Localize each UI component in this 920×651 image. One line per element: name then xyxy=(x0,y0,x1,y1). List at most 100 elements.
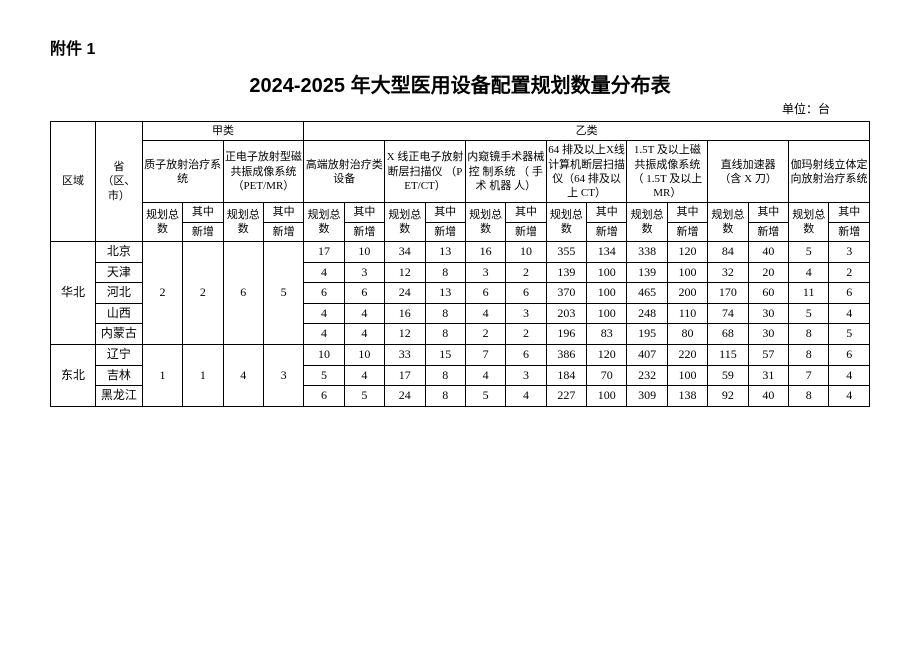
value-cell: 196 xyxy=(546,324,586,345)
value-cell: 5 xyxy=(829,324,870,345)
value-cell: 4 xyxy=(829,365,870,386)
annex-label: 附件 1 xyxy=(50,35,870,59)
value-cell: 6 xyxy=(304,386,344,407)
value-cell: 7 xyxy=(465,345,505,366)
value-cell: 100 xyxy=(667,365,707,386)
value-cell: 6 xyxy=(506,345,546,366)
value-cell: 4 xyxy=(506,386,546,407)
value-cell: 2 xyxy=(506,262,546,283)
province-cell: 吉林 xyxy=(95,365,142,386)
hdr-plan: 规划总数 xyxy=(708,203,748,242)
hdr-ofwhich: 其中 xyxy=(344,203,384,222)
hdr-ofwhich: 其中 xyxy=(748,203,788,222)
value-cell: 16 xyxy=(385,303,425,324)
value-cell: 4 xyxy=(829,386,870,407)
hdr-plan: 规划总数 xyxy=(385,203,425,242)
value-cell: 83 xyxy=(587,324,627,345)
value-cell: 5 xyxy=(789,242,829,263)
value-cell: 8 xyxy=(425,365,465,386)
hdr-ofwhich: 其中 xyxy=(667,203,707,222)
value-cell: 4 xyxy=(304,324,344,345)
value-cell: 370 xyxy=(546,283,586,304)
value-cell: 40 xyxy=(748,242,788,263)
value-cell: 3 xyxy=(263,345,303,407)
value-cell: 4 xyxy=(344,324,384,345)
value-cell: 2 xyxy=(142,242,182,345)
value-cell: 338 xyxy=(627,242,667,263)
value-cell: 110 xyxy=(667,303,707,324)
value-cell: 184 xyxy=(546,365,586,386)
value-cell: 92 xyxy=(708,386,748,407)
value-cell: 12 xyxy=(385,262,425,283)
value-cell: 60 xyxy=(748,283,788,304)
table-row: 东北辽宁114310103315763861204072201155786 xyxy=(51,345,870,366)
value-cell: 100 xyxy=(587,386,627,407)
province-cell: 山西 xyxy=(95,303,142,324)
value-cell: 6 xyxy=(223,242,263,345)
value-cell: 4 xyxy=(304,303,344,324)
value-cell: 3 xyxy=(506,303,546,324)
value-cell: 5 xyxy=(304,365,344,386)
hdr-plan: 规划总数 xyxy=(627,203,667,242)
value-cell: 30 xyxy=(748,303,788,324)
region-cell: 东北 xyxy=(51,345,96,407)
value-cell: 16 xyxy=(465,242,505,263)
value-cell: 32 xyxy=(708,262,748,283)
value-cell: 15 xyxy=(425,345,465,366)
hdr-c5: 内窥镜手术器械控 制系统 （ 手 术 机器 人） xyxy=(465,141,546,203)
hdr-plan: 规划总数 xyxy=(223,203,263,242)
value-cell: 465 xyxy=(627,283,667,304)
province-cell: 北京 xyxy=(95,242,142,263)
value-cell: 30 xyxy=(748,324,788,345)
hdr-c7: 1.5T 及以上磁共振成像系统 （ 1.5T 及以上 MR） xyxy=(627,141,708,203)
hdr-added: 新增 xyxy=(344,222,384,241)
unit-label: 单位：台 xyxy=(50,100,870,117)
value-cell: 10 xyxy=(344,242,384,263)
value-cell: 8 xyxy=(789,386,829,407)
hdr-plan: 规划总数 xyxy=(789,203,829,242)
value-cell: 31 xyxy=(748,365,788,386)
table-row: 华北北京2265171034131610355134338120844053 xyxy=(51,242,870,263)
value-cell: 170 xyxy=(708,283,748,304)
value-cell: 10 xyxy=(344,345,384,366)
value-cell: 2 xyxy=(506,324,546,345)
value-cell: 138 xyxy=(667,386,707,407)
hdr-added: 新增 xyxy=(748,222,788,241)
value-cell: 6 xyxy=(304,283,344,304)
value-cell: 20 xyxy=(748,262,788,283)
hdr-added: 新增 xyxy=(587,222,627,241)
value-cell: 203 xyxy=(546,303,586,324)
page-title: 2024-2025 年大型医用设备配置规划数量分布表 xyxy=(50,69,870,98)
hdr-c8: 直线加速器 （含 X 刀） xyxy=(708,141,789,203)
value-cell: 5 xyxy=(465,386,505,407)
hdr-c4: X 线正电子放射断层扫描仪 （PET/CT） xyxy=(385,141,466,203)
value-cell: 6 xyxy=(465,283,505,304)
hdr-added: 新增 xyxy=(667,222,707,241)
value-cell: 386 xyxy=(546,345,586,366)
value-cell: 248 xyxy=(627,303,667,324)
value-cell: 57 xyxy=(748,345,788,366)
value-cell: 3 xyxy=(344,262,384,283)
value-cell: 220 xyxy=(667,345,707,366)
hdr-c2: 正电子放射型磁共振成像系统 （PET/MR） xyxy=(223,141,304,203)
value-cell: 355 xyxy=(546,242,586,263)
value-cell: 17 xyxy=(385,365,425,386)
value-cell: 6 xyxy=(344,283,384,304)
hdr-ofwhich: 其中 xyxy=(506,203,546,222)
value-cell: 120 xyxy=(667,242,707,263)
value-cell: 13 xyxy=(425,242,465,263)
value-cell: 4 xyxy=(304,262,344,283)
value-cell: 227 xyxy=(546,386,586,407)
hdr-region: 区域 xyxy=(51,122,96,242)
value-cell: 6 xyxy=(829,345,870,366)
hdr-ofwhich: 其中 xyxy=(587,203,627,222)
value-cell: 139 xyxy=(546,262,586,283)
value-cell: 100 xyxy=(587,283,627,304)
value-cell: 4 xyxy=(344,303,384,324)
value-cell: 5 xyxy=(263,242,303,345)
value-cell: 115 xyxy=(708,345,748,366)
value-cell: 3 xyxy=(506,365,546,386)
value-cell: 3 xyxy=(829,242,870,263)
value-cell: 84 xyxy=(708,242,748,263)
value-cell: 6 xyxy=(829,283,870,304)
